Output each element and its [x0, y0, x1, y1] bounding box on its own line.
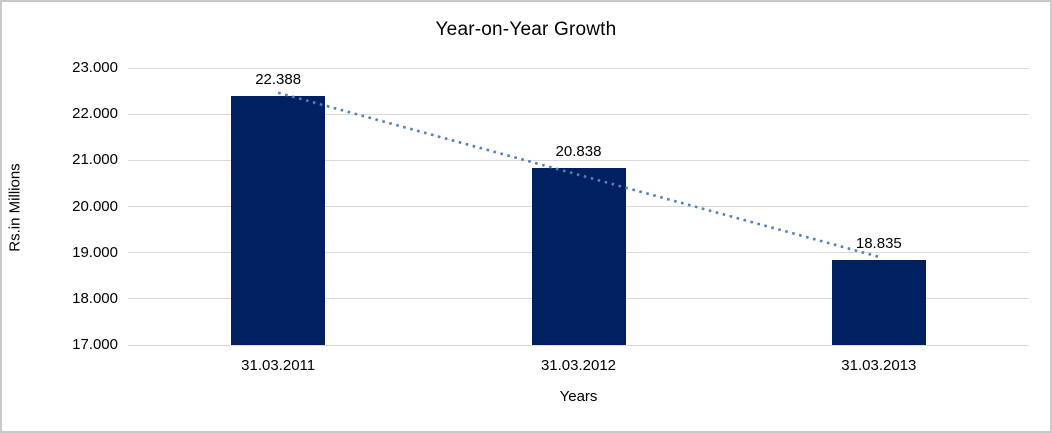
bar-31.03.2013	[831, 260, 926, 345]
trendline-dotted	[277, 91, 880, 259]
bar-data-label: 18.835	[855, 235, 902, 253]
x-tick-label: 31.03.2013	[841, 357, 917, 374]
x-axis-title: Years	[559, 388, 598, 405]
chart-title: Year-on-Year Growth	[435, 19, 617, 40]
y-tick-label: 21.000	[72, 151, 118, 169]
y-axis-title: Rs.in Millions	[6, 163, 24, 252]
bar-data-label: 22.388	[255, 71, 302, 89]
y-tick-label: 17.000	[72, 336, 118, 353]
x-tick-label: 31.03.2012	[540, 357, 617, 374]
gridline	[128, 159, 1029, 161]
bar-31.03.2011	[231, 96, 326, 345]
y-tick-label: 18.000	[72, 289, 118, 307]
y-tick-label: 23.000	[72, 59, 118, 76]
y-tick-label: 19.000	[72, 243, 118, 261]
gridline	[128, 113, 1029, 115]
y-tick-label: 20.000	[72, 197, 118, 215]
plot-area: 22.388 20.838 18.835	[128, 67, 1029, 346]
gridline	[128, 67, 1029, 69]
y-tick-label: 22.000	[72, 105, 118, 123]
x-tick-label: 31.03.2011	[241, 357, 316, 374]
gridline	[128, 344, 1029, 346]
bar-data-label: 20.838	[555, 142, 602, 160]
bar-31.03.2012	[531, 167, 626, 345]
